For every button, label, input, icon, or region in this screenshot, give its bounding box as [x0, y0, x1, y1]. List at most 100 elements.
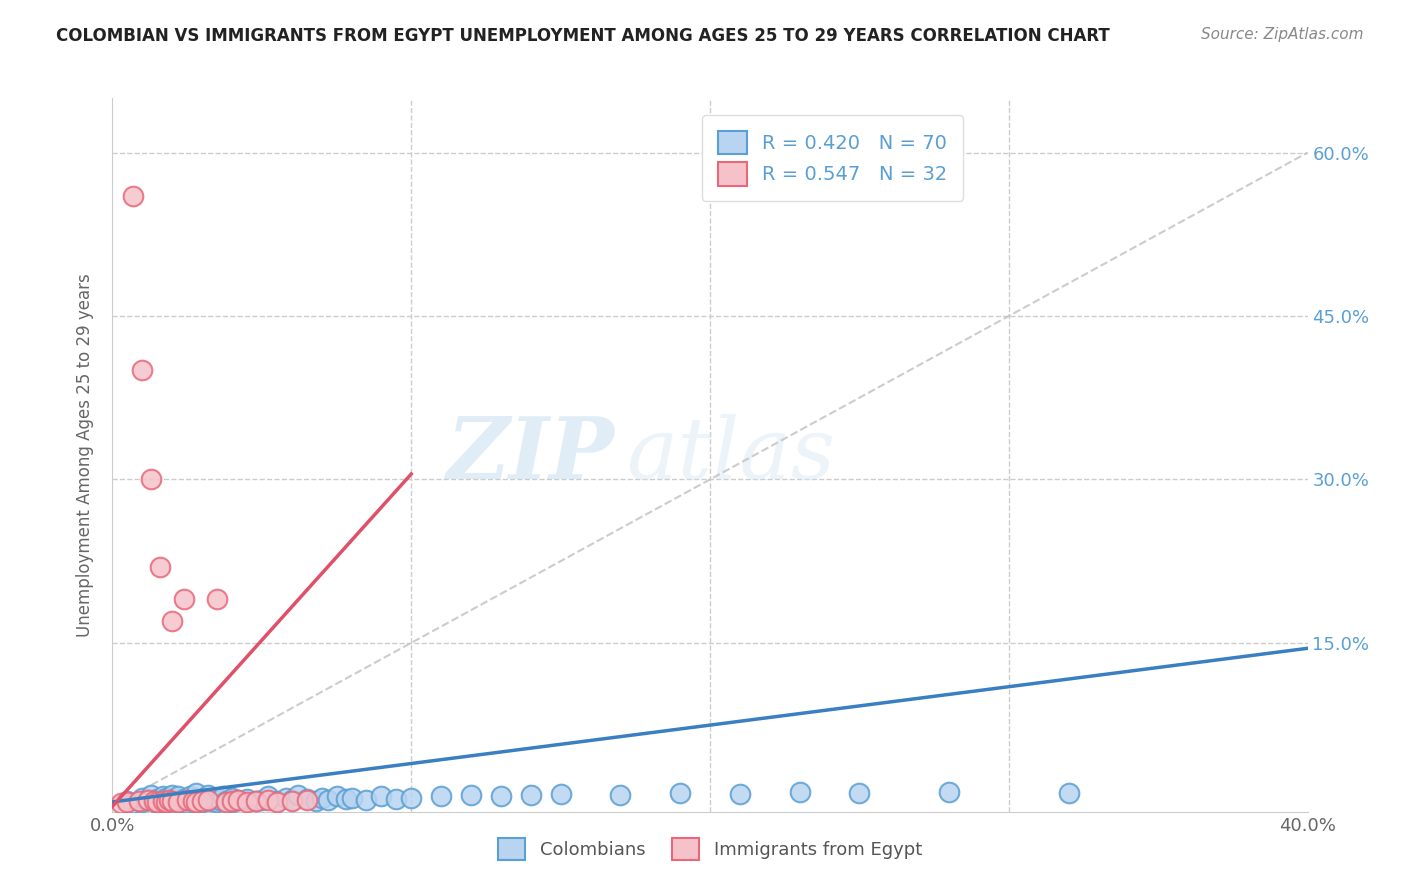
Text: atlas: atlas	[626, 414, 835, 496]
Point	[162, 614, 183, 628]
Point	[152, 789, 174, 804]
Point	[176, 793, 198, 807]
Point	[176, 796, 198, 810]
Point	[221, 790, 243, 805]
Point	[128, 794, 150, 808]
Point	[173, 592, 195, 607]
Point	[669, 786, 692, 800]
Point	[146, 795, 169, 809]
Point	[173, 791, 195, 805]
Point	[311, 790, 333, 805]
Point	[131, 790, 153, 805]
Point	[197, 789, 219, 803]
Point	[325, 789, 347, 804]
Point	[250, 793, 273, 807]
Point	[226, 793, 249, 807]
Point	[155, 795, 177, 809]
Point	[609, 789, 631, 803]
Point	[186, 795, 208, 809]
Point	[281, 794, 304, 808]
Point	[162, 796, 183, 810]
Point	[266, 795, 288, 809]
Point	[281, 793, 304, 807]
Point	[143, 794, 166, 808]
Point	[295, 793, 318, 807]
Point	[370, 789, 392, 804]
Point	[179, 789, 201, 804]
Point	[181, 794, 204, 808]
Point	[205, 790, 228, 805]
Point	[295, 791, 318, 805]
Point	[149, 559, 172, 574]
Point	[167, 789, 190, 804]
Point	[226, 793, 249, 807]
Point	[186, 790, 208, 805]
Point	[131, 795, 153, 809]
Point	[162, 793, 183, 807]
Point	[460, 789, 482, 803]
Point	[205, 592, 228, 607]
Point	[138, 793, 160, 807]
Point	[191, 795, 214, 809]
Point	[117, 794, 139, 808]
Y-axis label: Unemployment Among Ages 25 to 29 years: Unemployment Among Ages 25 to 29 years	[76, 273, 94, 637]
Point	[110, 796, 132, 810]
Point	[401, 790, 423, 805]
Point	[257, 789, 280, 804]
Point	[205, 795, 228, 809]
Point	[197, 793, 219, 807]
Point	[167, 795, 190, 809]
Point	[176, 793, 198, 807]
Point	[162, 789, 183, 803]
Point	[191, 791, 214, 805]
Point	[789, 785, 811, 799]
Point	[520, 789, 543, 803]
Point	[181, 794, 204, 808]
Point	[208, 793, 231, 807]
Text: COLOMBIAN VS IMMIGRANTS FROM EGYPT UNEMPLOYMENT AMONG AGES 25 TO 29 YEARS CORREL: COLOMBIAN VS IMMIGRANTS FROM EGYPT UNEMP…	[56, 27, 1109, 45]
Point	[122, 796, 145, 810]
Point	[149, 794, 172, 808]
Point	[245, 794, 267, 808]
Point	[304, 794, 326, 808]
Point	[170, 795, 193, 809]
Point	[340, 790, 363, 805]
Point	[155, 790, 177, 805]
Point	[122, 189, 145, 203]
Point	[356, 793, 378, 807]
Point	[335, 791, 357, 805]
Point	[146, 796, 169, 810]
Point	[236, 795, 259, 809]
Point	[191, 794, 214, 808]
Point	[550, 787, 572, 801]
Point	[489, 789, 512, 804]
Point	[200, 794, 222, 808]
Point	[167, 794, 190, 808]
Point	[117, 795, 139, 809]
Point	[236, 791, 259, 805]
Point	[186, 786, 208, 800]
Point	[141, 789, 163, 803]
Point	[221, 794, 243, 808]
Point	[155, 795, 177, 809]
Point	[728, 787, 751, 801]
Point	[212, 789, 235, 804]
Point	[257, 793, 280, 807]
Point	[152, 794, 174, 808]
Point	[146, 791, 169, 805]
Point	[848, 786, 870, 800]
Point	[157, 793, 180, 807]
Point	[141, 472, 163, 486]
Text: ZIP: ZIP	[447, 413, 614, 497]
Point	[938, 785, 960, 799]
Point	[138, 793, 160, 807]
Point	[131, 363, 153, 377]
Point	[221, 795, 243, 809]
Point	[215, 794, 238, 808]
Point	[194, 793, 217, 807]
Point	[266, 794, 288, 808]
Legend: Colombians, Immigrants from Egypt: Colombians, Immigrants from Egypt	[484, 823, 936, 874]
Point	[1057, 786, 1080, 800]
Point	[287, 789, 309, 803]
Text: Source: ZipAtlas.com: Source: ZipAtlas.com	[1201, 27, 1364, 42]
